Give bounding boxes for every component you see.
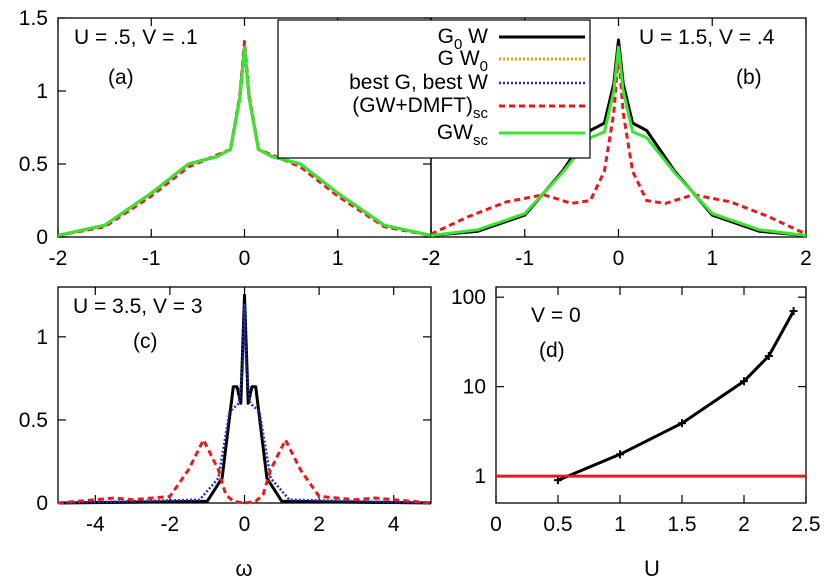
x-tick-label: 1 [614, 513, 626, 536]
x-tick-label: -2 [161, 513, 180, 536]
x-tick-label: 0 [613, 247, 625, 270]
legend-box [277, 19, 591, 159]
x-tick-label: 2 [800, 247, 812, 270]
x-tick-label: 1 [706, 247, 718, 270]
series-line [430, 45, 807, 237]
annotation-b: U = 1.5, V = .4 [639, 26, 775, 49]
panel-label-d: (d) [539, 339, 565, 362]
series-line [57, 438, 432, 505]
x-tick-label: 0 [239, 513, 251, 536]
series-line [557, 310, 795, 482]
annotation-a: U = .5, V = .1 [74, 26, 198, 49]
x-tick-label: -1 [515, 247, 534, 270]
panel-label-a: (a) [108, 66, 134, 89]
y-tick-label: 0.5 [19, 409, 48, 432]
x-tick-label: 0 [239, 247, 251, 270]
x-tick-label: 1 [332, 247, 344, 270]
y-tick-label: 1 [36, 80, 48, 103]
series-line [57, 45, 432, 237]
panel-label-b: (b) [736, 66, 762, 89]
y-tick-label: 1.5 [19, 7, 48, 30]
frame-d [495, 286, 807, 504]
series-line [57, 302, 432, 505]
x-tick-label: -4 [86, 513, 105, 536]
x-tick-label: 0.5 [543, 513, 572, 536]
x-axis-label-c: ω [235, 556, 252, 581]
annotation-c: U = 3.5, V = 3 [73, 295, 203, 318]
plot-layer: 00.511.5-2 -1 0 1 -2-2 -1 0 1 200.51-4 -2 0 2 411010… [19, 7, 821, 536]
y-tick-label: 1 [474, 465, 486, 488]
x-tick-label: -1 [142, 247, 161, 270]
y-tick-label: 0 [36, 492, 48, 515]
legend-label-2: best G, best W [349, 71, 488, 94]
panel-label-c: (c) [133, 330, 158, 353]
x-tick-label: 2 [313, 513, 325, 536]
x-tick-label: -2 [49, 247, 68, 270]
y-tick-label: 100 [451, 286, 486, 309]
series-line [430, 51, 807, 236]
legend-entry-2: best G, best W [349, 71, 585, 94]
annotation-d: V = 0 [531, 304, 581, 327]
y-tick-label: 0.5 [19, 153, 48, 176]
legend: G0 W G W0 best G, best W (GW+DMFT)sc GWs… [277, 19, 591, 159]
x-tick-label: 4 [388, 513, 400, 536]
series-line [57, 39, 432, 237]
x-tick-label: 1.5 [667, 513, 696, 536]
x-axis-label-d: U [644, 556, 660, 581]
x-tick-label: 2 [738, 513, 750, 536]
y-tick-label: 1 [36, 326, 48, 349]
x-tick-label: 0 [490, 513, 502, 536]
y-tick-label: 10 [463, 376, 486, 399]
x-tick-label: -2 [422, 247, 441, 270]
x-tick-label: 2.5 [791, 513, 820, 536]
x-tick-label: -2 [422, 247, 441, 270]
y-tick-label: 0 [36, 226, 48, 249]
